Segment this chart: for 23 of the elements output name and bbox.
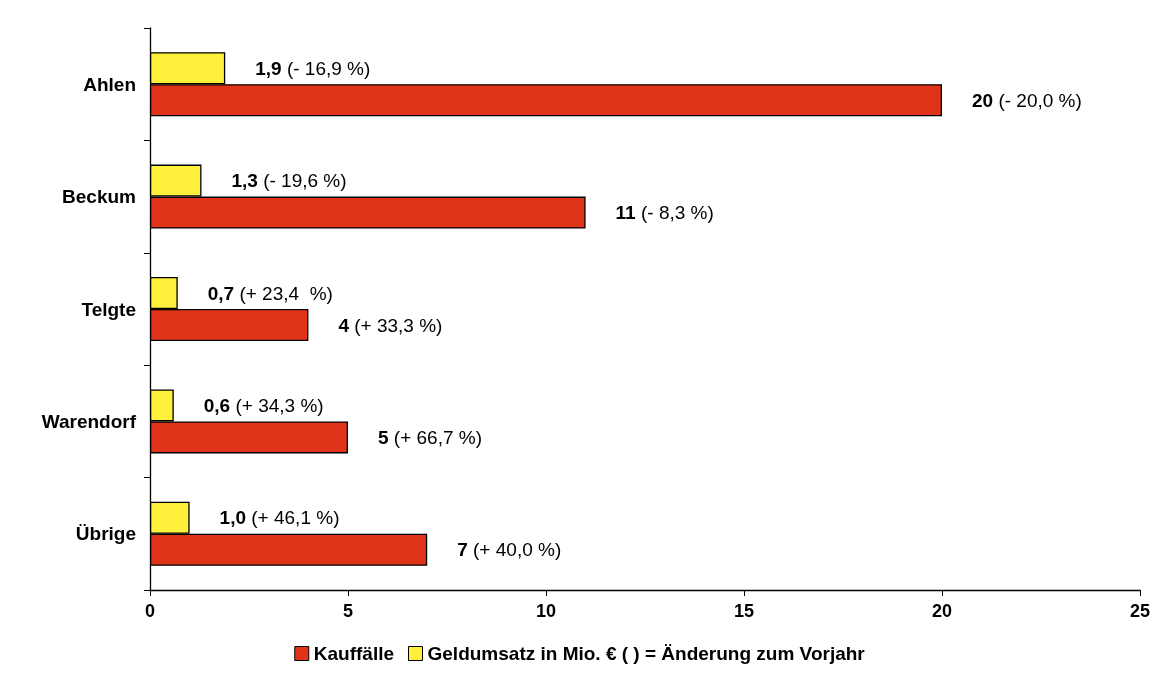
x-tick-label: 25 <box>1129 601 1151 621</box>
data-label: 11 (- 8,3 %) <box>615 202 714 224</box>
data-label: 5 (+ 66,7 %) <box>378 426 483 448</box>
data-label: 0,6 (+ 34,3 %) <box>203 394 324 416</box>
legend-label: Kauffälle <box>313 643 395 664</box>
data-label: 7 (+ 40,0 %) <box>457 539 562 561</box>
x-tick-label: 20 <box>931 601 953 621</box>
x-tick-label: 10 <box>535 601 557 621</box>
x-tick-label: 5 <box>342 601 354 621</box>
data-label: 1,0 (+ 46,1 %) <box>219 507 340 529</box>
data-label: 0,7 (+ 23,4 %) <box>207 282 333 304</box>
data-label: 4 (+ 33,3 %) <box>338 314 443 336</box>
y-tick-label: Beckum <box>62 186 136 208</box>
data-label: 1,9 (- 16,9 %) <box>255 57 371 79</box>
data-label: 1,3 (- 19,6 %) <box>231 170 347 192</box>
y-tick-label: Übrige <box>75 523 136 545</box>
y-tick-label: Telgte <box>81 298 136 320</box>
x-tick-label: 15 <box>733 601 755 621</box>
data-label: 20 (- 20,0 %) <box>972 89 1082 111</box>
y-tick-label: Ahlen <box>83 73 136 95</box>
y-tick-label: Warendorf <box>41 410 137 432</box>
legend-label: Geldumsatz in Mio. € ( ) = Änderung zum Vorjahr <box>427 643 866 664</box>
x-tick-label: 0 <box>144 601 156 621</box>
